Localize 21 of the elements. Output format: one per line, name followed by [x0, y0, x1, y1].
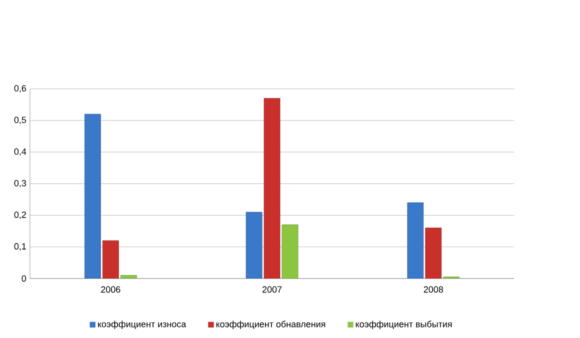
y-tick-label: 0,2: [14, 211, 26, 219]
x-tick-label: 2007: [262, 286, 282, 292]
y-tick-label: 0,3: [14, 180, 26, 188]
bar: [264, 98, 280, 278]
legend-label: коэффициент обнавления: [216, 320, 326, 329]
bar: [102, 240, 119, 278]
bar: [120, 274, 137, 278]
y-tick-label: 0,6: [14, 84, 26, 92]
bar: [282, 224, 298, 278]
bar: [425, 228, 442, 278]
y-tick-label: 0,5: [14, 116, 26, 124]
legend-label: коэффициент выбытия: [356, 320, 452, 329]
bar: [84, 114, 101, 278]
y-tick-label: 0,1: [14, 242, 26, 250]
bar: [407, 202, 424, 278]
x-tick-label: 2006: [101, 286, 120, 292]
bar: [246, 212, 262, 278]
y-tick-label: 0,4: [14, 148, 26, 156]
legend-label: коэффициент износа: [98, 320, 186, 329]
x-tick-label: 2008: [424, 286, 444, 292]
y-tick-label: 0: [22, 275, 26, 282]
